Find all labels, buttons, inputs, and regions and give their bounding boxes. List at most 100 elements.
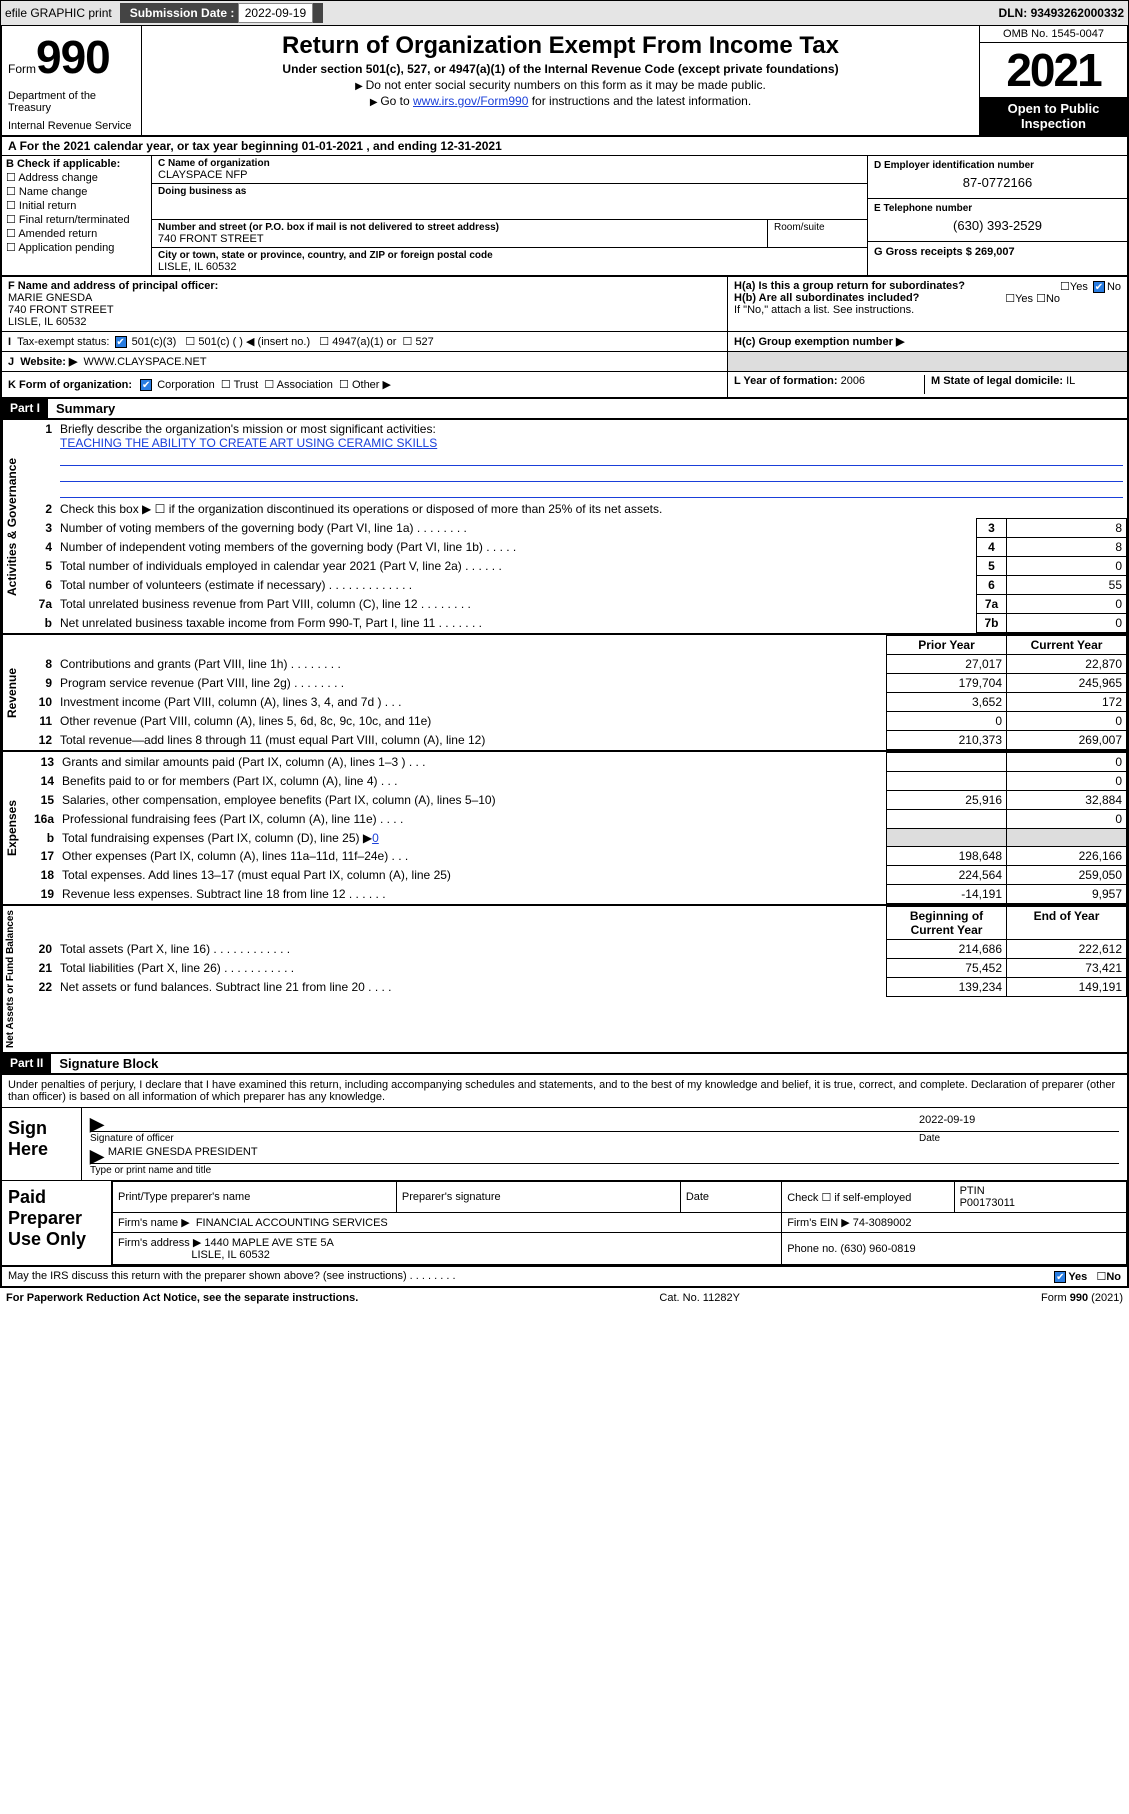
sig-date-label: Date: [919, 1133, 1119, 1144]
section-netassets: Net Assets or Fund Balances Beginning of…: [0, 906, 1129, 1054]
row-9: 9Program service revenue (Part VIII, lin…: [30, 674, 1127, 693]
year-box: OMB No. 1545-0047 2021 Open to Public In…: [979, 26, 1127, 135]
row-15: 15Salaries, other compensation, employee…: [30, 791, 1127, 810]
Ha-no-checked: ✔: [1093, 281, 1105, 293]
chk-name-change[interactable]: Name change: [6, 185, 147, 198]
efile-label: efile GRAPHIC print: [5, 6, 112, 20]
dba-label: Doing business as: [158, 186, 861, 197]
form-footer: Form 990 (2021): [1041, 1292, 1123, 1304]
chk-501c3: ✔: [115, 336, 127, 348]
ein-label: D Employer identification number: [874, 160, 1121, 171]
hdr-prior-year: Prior Year: [887, 636, 1007, 655]
row-14: 14Benefits paid to or for members (Part …: [30, 772, 1127, 791]
K-form-org: K Form of organization: ✔ Corporation ☐ …: [2, 372, 727, 397]
side-expenses: Expenses: [2, 752, 30, 904]
hdr-end-year: End of Year: [1007, 907, 1127, 940]
pra-notice: For Paperwork Reduction Act Notice, see …: [6, 1292, 358, 1304]
mission-text[interactable]: TEACHING THE ABILITY TO CREATE ART USING…: [60, 436, 437, 450]
omb-number: OMB No. 1545-0047: [980, 26, 1127, 43]
row-10: 10Investment income (Part VIII, column (…: [30, 693, 1127, 712]
part1-header: Part I Summary: [0, 399, 1129, 420]
org-name: CLAYSPACE NFP: [158, 169, 861, 181]
I-tax-status: I Tax-exempt status: ✔ 501(c)(3) ☐ 501(c…: [2, 332, 727, 351]
col-DE: D Employer identification number 87-0772…: [867, 156, 1127, 275]
form-990-number: 990: [36, 31, 110, 83]
topbar: efile GRAPHIC print Submission Date : 20…: [0, 0, 1129, 26]
open-public: Open to Public Inspection: [980, 97, 1127, 135]
sig-date: 2022-09-19: [919, 1114, 1119, 1131]
prep-h1: Print/Type preparer's name: [113, 1182, 397, 1213]
ein-val: 87-0772166: [874, 171, 1121, 194]
submission-date-value: 2022-09-19: [238, 3, 313, 23]
Hc-group: H(c) Group exemption number ▶: [727, 332, 1127, 351]
row-19: 19Revenue less expenses. Subtract line 1…: [30, 885, 1127, 904]
chk-corporation: ✔: [140, 379, 152, 391]
prep-h2: Preparer's signature: [396, 1182, 680, 1213]
section-expenses: Expenses 13Grants and similar amounts pa…: [0, 752, 1129, 906]
firm-ein: 74-3089002: [853, 1217, 912, 1229]
chk-address-change[interactable]: Address change: [6, 171, 147, 184]
row-5: 5Total number of individuals employed in…: [30, 557, 1127, 576]
sig-declaration: Under penalties of perjury, I declare th…: [2, 1075, 1127, 1107]
ptin-val: P00173011: [960, 1197, 1015, 1209]
row-13: 13Grants and similar amounts paid (Part …: [30, 753, 1127, 772]
chk-application-pending[interactable]: Application pending: [6, 241, 147, 254]
chk-amended-return[interactable]: Amended return: [6, 227, 147, 240]
row-7a: 7aTotal unrelated business revenue from …: [30, 595, 1127, 614]
sign-here-row: Sign Here ▶ 2022-09-19 Signature of offi…: [2, 1107, 1127, 1180]
chk-initial-return[interactable]: Initial return: [6, 199, 147, 212]
submission-date-button[interactable]: Submission Date : 2022-09-19: [120, 3, 323, 23]
rows-FHIJK: F Name and address of principal officer:…: [0, 277, 1129, 399]
row-16b: bTotal fundraising expenses (Part IX, co…: [30, 829, 1127, 847]
F-officer: F Name and address of principal officer:…: [2, 277, 727, 331]
city-label: City or town, state or province, country…: [158, 250, 861, 261]
form-number-box: Form990 Department of the Treasury Inter…: [2, 26, 142, 135]
col-B: B Check if applicable: Address change Na…: [2, 156, 152, 275]
section-revenue: Revenue Prior Year Current Year 8Contrib…: [0, 635, 1129, 752]
prep-h3: Date: [680, 1182, 781, 1213]
row-17: 17Other expenses (Part IX, column (A), l…: [30, 847, 1127, 866]
addr-val: 740 FRONT STREET: [158, 233, 761, 245]
sign-here-label: Sign Here: [2, 1108, 82, 1180]
hdr-begin-year: Beginning of Current Year: [887, 907, 1007, 940]
side-revenue: Revenue: [2, 635, 30, 750]
row-18: 18Total expenses. Add lines 13–17 (must …: [30, 866, 1127, 885]
form990-link[interactable]: www.irs.gov/Form990: [413, 94, 528, 108]
side-activities: Activities & Governance: [2, 420, 30, 633]
row-21: 21Total liabilities (Part X, line 26) . …: [30, 959, 1127, 978]
hdr-current-year: Current Year: [1007, 636, 1127, 655]
sig-officer-label: Signature of officer: [90, 1133, 919, 1144]
sig-arrow-icon: ▶: [90, 1114, 104, 1131]
form-subtitle: Under section 501(c), 527, or 4947(a)(1)…: [150, 62, 971, 76]
tel-val: (630) 393-2529: [874, 214, 1121, 237]
firm-addr1: 1440 MAPLE AVE STE 5A: [204, 1237, 333, 1249]
B-label: B Check if applicable:: [6, 158, 147, 170]
part2-header: Part II Signature Block: [0, 1054, 1129, 1075]
J-website: J Website: ▶ WWW.CLAYSPACE.NET: [2, 352, 727, 371]
tel-label: E Telephone number: [874, 203, 1121, 214]
discuss-yes-checked: ✔: [1054, 1271, 1066, 1283]
form-header: Form990 Department of the Treasury Inter…: [0, 26, 1129, 137]
firm-name: FINANCIAL ACCOUNTING SERVICES: [196, 1217, 388, 1229]
col-C: C Name of organization CLAYSPACE NFP Doi…: [152, 156, 867, 275]
preparer-row: Paid Preparer Use Only Print/Type prepar…: [2, 1180, 1127, 1265]
L-M: L Year of formation: 2006 M State of leg…: [727, 372, 1127, 397]
firm-phone: (630) 960-0819: [840, 1243, 915, 1255]
prep-selfemp: Check ☐ if self-employed: [782, 1182, 954, 1213]
row-12: 12Total revenue—add lines 8 through 11 (…: [30, 731, 1127, 750]
title-box: Return of Organization Exempt From Incom…: [142, 26, 979, 135]
gross-receipts: G Gross receipts $ 269,007: [868, 242, 1127, 262]
type-name-label: Type or print name and title: [90, 1165, 1119, 1176]
H-block: H(a) Is this a group return for subordin…: [727, 277, 1127, 331]
row-22: 22Net assets or fund balances. Subtract …: [30, 978, 1127, 997]
footer: For Paperwork Reduction Act Notice, see …: [0, 1288, 1129, 1308]
website-val: WWW.CLAYSPACE.NET: [84, 356, 207, 368]
dept-treasury: Department of the Treasury: [8, 90, 135, 114]
chk-final-return[interactable]: Final return/terminated: [6, 213, 147, 226]
line-A: A For the 2021 calendar year, or tax yea…: [0, 137, 1129, 156]
sig-arrow-icon-2: ▶: [90, 1146, 104, 1163]
preparer-label: Paid Preparer Use Only: [2, 1181, 112, 1265]
row-3: 3Number of voting members of the governi…: [30, 519, 1127, 538]
row-11: 11Other revenue (Part VIII, column (A), …: [30, 712, 1127, 731]
addr-label: Number and street (or P.O. box if mail i…: [158, 222, 761, 233]
